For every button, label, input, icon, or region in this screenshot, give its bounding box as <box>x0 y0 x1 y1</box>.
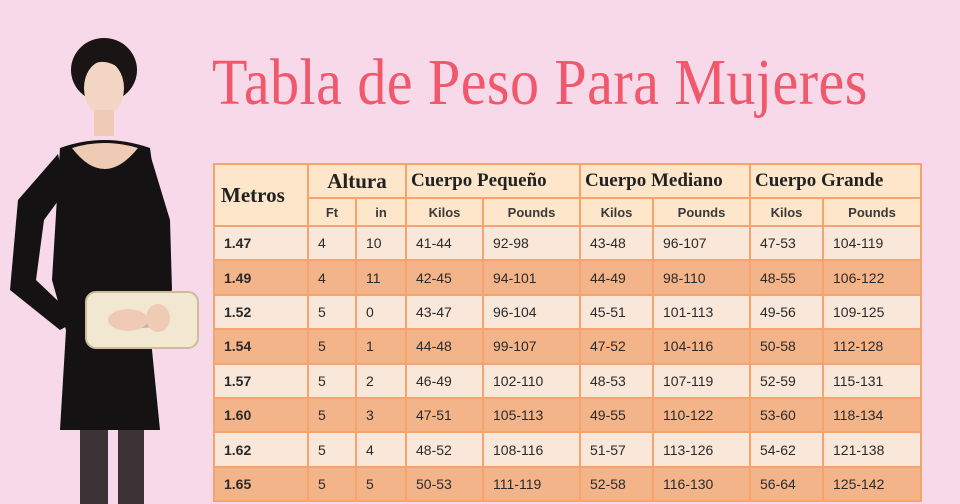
cell-metros: 1.60 <box>213 396 309 434</box>
cell-ft: 5 <box>307 293 357 331</box>
cell-metros: 1.49 <box>213 259 309 296</box>
header-cuerpo-grande: Cuerpo Grande <box>749 163 922 199</box>
cell-mediano-kilos: 44-49 <box>579 259 654 296</box>
cell-grande-pounds: 115-131 <box>822 362 922 399</box>
cell-grande-kilos: 47-53 <box>749 224 824 262</box>
header-cuerpo-mediano: Cuerpo Mediano <box>579 163 751 199</box>
cell-grande-kilos: 53-60 <box>749 396 824 434</box>
cell-mediano-pounds: 107-119 <box>652 362 751 399</box>
cell-grande-kilos: 48-55 <box>749 259 824 296</box>
cell-mediano-pounds: 96-107 <box>652 224 751 262</box>
cell-pequeno-pounds: 105-113 <box>482 396 581 434</box>
cell-grande-pounds: 121-138 <box>822 431 922 468</box>
table-row: 1.54 5 1 44-48 99-107 47-52 104-116 50-58 112-12… <box>213 328 922 365</box>
cell-grande-pounds: 109-125 <box>822 293 922 331</box>
cell-ft: 4 <box>307 259 357 296</box>
cell-ft: 5 <box>307 431 357 468</box>
cell-pequeno-kilos: 44-48 <box>405 328 484 365</box>
cell-grande-pounds: 112-128 <box>822 328 922 365</box>
table-row: 1.47 4 10 41-44 92-98 43-48 96-107 47-53 104-119 <box>213 224 922 262</box>
cell-pequeno-kilos: 41-44 <box>405 224 484 262</box>
cell-mediano-pounds: 110-122 <box>652 396 751 434</box>
subheader-kilos: Kilos <box>405 197 484 227</box>
header-metros: Metros <box>213 163 309 227</box>
cell-mediano-kilos: 51-57 <box>579 431 654 468</box>
cell-pequeno-kilos: 50-53 <box>405 465 484 503</box>
subheader-in: in <box>355 197 407 227</box>
cell-mediano-kilos: 52-58 <box>579 465 654 503</box>
cell-grande-kilos: 49-56 <box>749 293 824 331</box>
cell-pequeno-pounds: 108-116 <box>482 431 581 468</box>
cell-grande-kilos: 52-59 <box>749 362 824 399</box>
cell-mediano-kilos: 43-48 <box>579 224 654 262</box>
cell-mediano-pounds: 113-126 <box>652 431 751 468</box>
header-altura: Altura <box>307 163 407 199</box>
cell-grande-pounds: 118-134 <box>822 396 922 434</box>
cell-mediano-kilos: 49-55 <box>579 396 654 434</box>
cell-grande-pounds: 106-122 <box>822 259 922 296</box>
subheader-pounds: Pounds <box>482 197 581 227</box>
cell-metros: 1.52 <box>213 293 309 331</box>
cell-pequeno-pounds: 94-101 <box>482 259 581 296</box>
cell-metros: 1.65 <box>213 465 309 503</box>
cell-ft: 5 <box>307 465 357 503</box>
cell-metros: 1.54 <box>213 328 309 365</box>
cell-ft: 4 <box>307 224 357 262</box>
cell-pequeno-kilos: 42-45 <box>405 259 484 296</box>
cell-ft: 5 <box>307 328 357 365</box>
page-title: Tabla de Peso Para Mujeres <box>212 46 868 119</box>
weight-chart-table: Metros Altura Cuerpo Pequeño Cuerpo Medi… <box>213 163 922 503</box>
cell-ft: 5 <box>307 396 357 434</box>
cell-in: 3 <box>355 396 407 434</box>
header-cuerpo-pequeno: Cuerpo Pequeño <box>405 163 581 199</box>
cell-in: 2 <box>355 362 407 399</box>
cell-metros: 1.47 <box>213 224 309 262</box>
subheader-kilos: Kilos <box>579 197 654 227</box>
subheader-kilos: Kilos <box>749 197 824 227</box>
subheader-pounds: Pounds <box>822 197 922 227</box>
cell-mediano-pounds: 116-130 <box>652 465 751 503</box>
cell-pequeno-pounds: 92-98 <box>482 224 581 262</box>
cell-mediano-kilos: 47-52 <box>579 328 654 365</box>
cell-grande-pounds: 125-142 <box>822 465 922 503</box>
cell-mediano-kilos: 45-51 <box>579 293 654 331</box>
cell-pequeno-pounds: 99-107 <box>482 328 581 365</box>
cell-pequeno-pounds: 102-110 <box>482 362 581 399</box>
cell-mediano-pounds: 101-113 <box>652 293 751 331</box>
cell-pequeno-pounds: 96-104 <box>482 293 581 331</box>
cell-pequeno-kilos: 46-49 <box>405 362 484 399</box>
cell-pequeno-pounds: 111-119 <box>482 465 581 503</box>
table-row: 1.60 5 3 47-51 105-113 49-55 110-122 53-60 118-1… <box>213 396 922 434</box>
table-row: 1.57 5 2 46-49 102-110 48-53 107-119 52-59 115-1… <box>213 362 922 399</box>
cell-grande-pounds: 104-119 <box>822 224 922 262</box>
table-row: 1.52 5 0 43-47 96-104 45-51 101-113 49-56 109-12… <box>213 293 922 331</box>
cell-mediano-pounds: 104-116 <box>652 328 751 365</box>
cell-in: 1 <box>355 328 407 365</box>
cell-grande-kilos: 50-58 <box>749 328 824 365</box>
cell-pequeno-kilos: 48-52 <box>405 431 484 468</box>
cell-mediano-kilos: 48-53 <box>579 362 654 399</box>
cell-in: 11 <box>355 259 407 296</box>
subheader-ft: Ft <box>307 197 357 227</box>
cell-in: 4 <box>355 431 407 468</box>
cell-pequeno-kilos: 43-47 <box>405 293 484 331</box>
cell-in: 0 <box>355 293 407 331</box>
subheader-pounds: Pounds <box>652 197 751 227</box>
table-row: 1.49 4 11 42-45 94-101 44-49 98-110 48-55 106-12… <box>213 259 922 296</box>
cell-metros: 1.62 <box>213 431 309 468</box>
cell-pequeno-kilos: 47-51 <box>405 396 484 434</box>
cell-grande-kilos: 54-62 <box>749 431 824 468</box>
table-row: 1.62 5 4 48-52 108-116 51-57 113-126 54-62 121-1… <box>213 431 922 468</box>
table-row: 1.65 5 5 50-53 111-119 52-58 116-130 56-64 125-1… <box>213 465 922 503</box>
cell-ft: 5 <box>307 362 357 399</box>
cell-metros: 1.57 <box>213 362 309 399</box>
cell-grande-kilos: 56-64 <box>749 465 824 503</box>
cell-mediano-pounds: 98-110 <box>652 259 751 296</box>
cell-in: 5 <box>355 465 407 503</box>
cell-in: 10 <box>355 224 407 262</box>
woman-figure-illustration <box>10 38 199 504</box>
